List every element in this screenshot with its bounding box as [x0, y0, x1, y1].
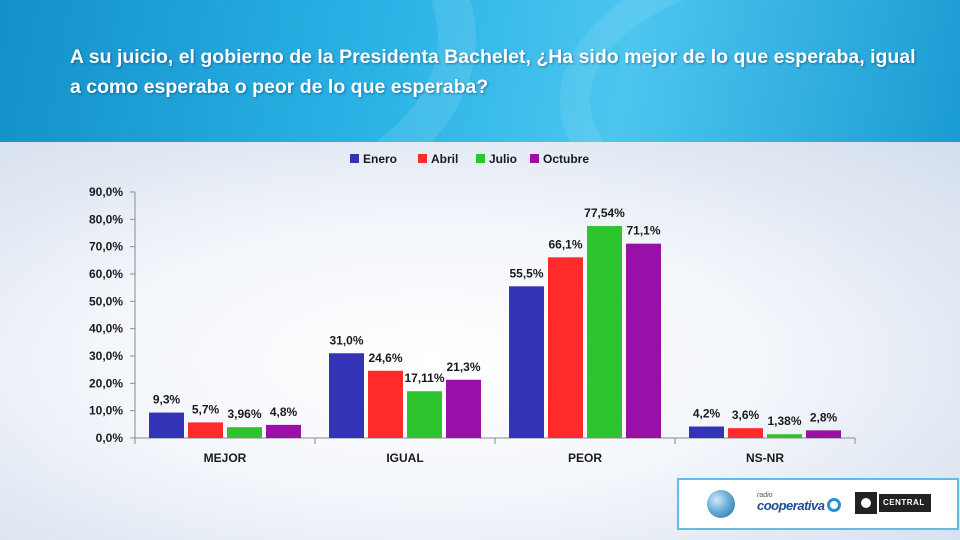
x-axis: MEJOR IGUAL PEOR NS-NR	[134, 437, 856, 465]
chart-legend: Enero Abril Julio Octubre	[350, 152, 589, 166]
legend-swatch	[350, 154, 359, 163]
legend-swatch	[418, 154, 427, 163]
data-label: 55,5%	[509, 266, 543, 280]
data-label: 5,7%	[192, 402, 220, 416]
cooperativa-swirl-icon	[827, 498, 841, 512]
bar	[548, 257, 583, 438]
y-tick-label: 20,0%	[89, 376, 123, 390]
bar	[767, 434, 802, 438]
x-category-label: IGUAL	[386, 451, 423, 465]
sponsor-logos: radio cooperativa CENTRAL	[677, 478, 959, 530]
data-label: 71,1%	[626, 224, 660, 238]
legend-swatch	[476, 154, 485, 163]
legend-label: Enero	[363, 152, 397, 166]
university-emblem-icon	[855, 492, 877, 514]
x-category-label: PEOR	[568, 451, 602, 465]
y-tick-label: 70,0%	[89, 240, 123, 254]
cooperativa-logo: radio cooperativa	[757, 492, 843, 518]
globe-logo-icon	[707, 490, 735, 518]
y-tick-label: 80,0%	[89, 212, 123, 226]
bar	[689, 426, 724, 438]
y-axis: 0,0% 10,0% 20,0% 30,0% 40,0% 50,0% 60,0% 70,0% 8…	[89, 185, 136, 445]
data-label: 31,0%	[329, 333, 363, 347]
bar	[587, 226, 622, 438]
data-label: 66,1%	[548, 237, 582, 251]
data-label: 24,6%	[368, 351, 402, 365]
chart-bars	[149, 226, 841, 438]
header-banner: A su juicio, el gobierno de la President…	[0, 0, 960, 142]
bar	[446, 379, 481, 438]
bar	[626, 243, 661, 438]
y-tick-label: 60,0%	[89, 267, 123, 281]
chart-panel	[0, 142, 960, 540]
data-labels: 9,3% 31,0% 55,5% 4,2% 5,7% 24,6% 66,1% 3,6% 3,96…	[153, 206, 838, 428]
bar	[368, 370, 403, 438]
legend-label: Julio	[489, 152, 517, 166]
data-label: 1,38%	[767, 414, 801, 428]
data-label: 21,3%	[446, 360, 480, 374]
data-label: 3,6%	[732, 408, 760, 422]
x-category-label: MEJOR	[204, 451, 247, 465]
universidad-central-logo: CENTRAL	[855, 492, 933, 516]
bar	[149, 412, 184, 438]
y-tick-label: 0,0%	[96, 431, 124, 445]
data-label: 77,54%	[584, 206, 625, 220]
y-tick-label: 10,0%	[89, 404, 123, 418]
data-label: 2,8%	[810, 410, 838, 424]
x-category-label: NS-NR	[746, 451, 784, 465]
bar	[266, 424, 301, 438]
data-label: 3,96%	[227, 407, 261, 421]
page-title: A su juicio, el gobierno de la President…	[70, 46, 916, 98]
y-tick-label: 50,0%	[89, 294, 123, 308]
y-tick-label: 90,0%	[89, 185, 123, 199]
legend-label: Octubre	[543, 152, 589, 166]
data-label: 17,11%	[404, 371, 444, 385]
data-label: 9,3%	[153, 393, 181, 407]
bar	[329, 353, 364, 438]
bar	[227, 427, 262, 438]
data-label: 4,2%	[693, 407, 721, 421]
bar	[407, 391, 442, 438]
bar	[806, 430, 841, 438]
bar-chart: Enero Abril Julio Octubre 0,0% 10,0% 20,0% 30,…	[89, 152, 856, 465]
bar	[188, 422, 223, 438]
data-label: 4,8%	[270, 405, 298, 419]
legend-label: Abril	[431, 152, 458, 166]
y-tick-label: 30,0%	[89, 349, 123, 363]
legend-swatch	[530, 154, 539, 163]
bar	[509, 286, 544, 438]
bar	[728, 428, 763, 438]
y-tick-label: 40,0%	[89, 322, 123, 336]
